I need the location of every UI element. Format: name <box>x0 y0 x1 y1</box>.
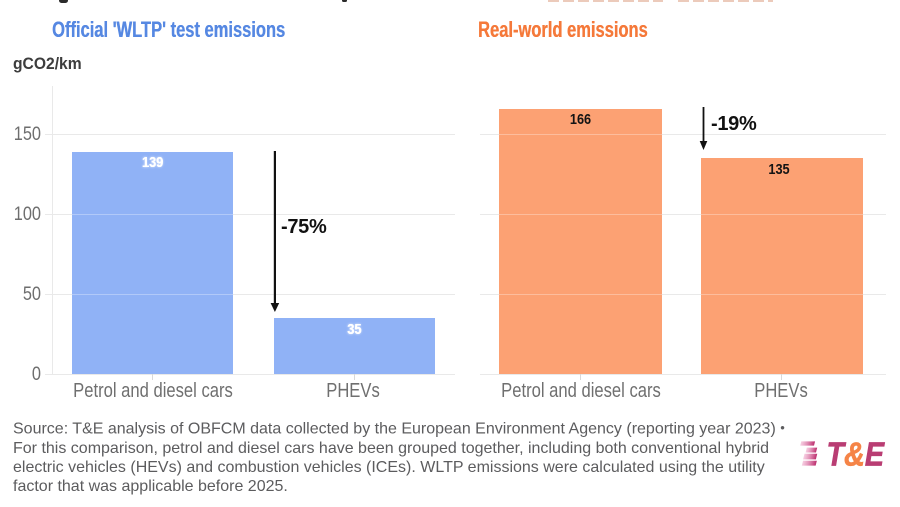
svg-text:T&E: T&E <box>827 438 885 470</box>
